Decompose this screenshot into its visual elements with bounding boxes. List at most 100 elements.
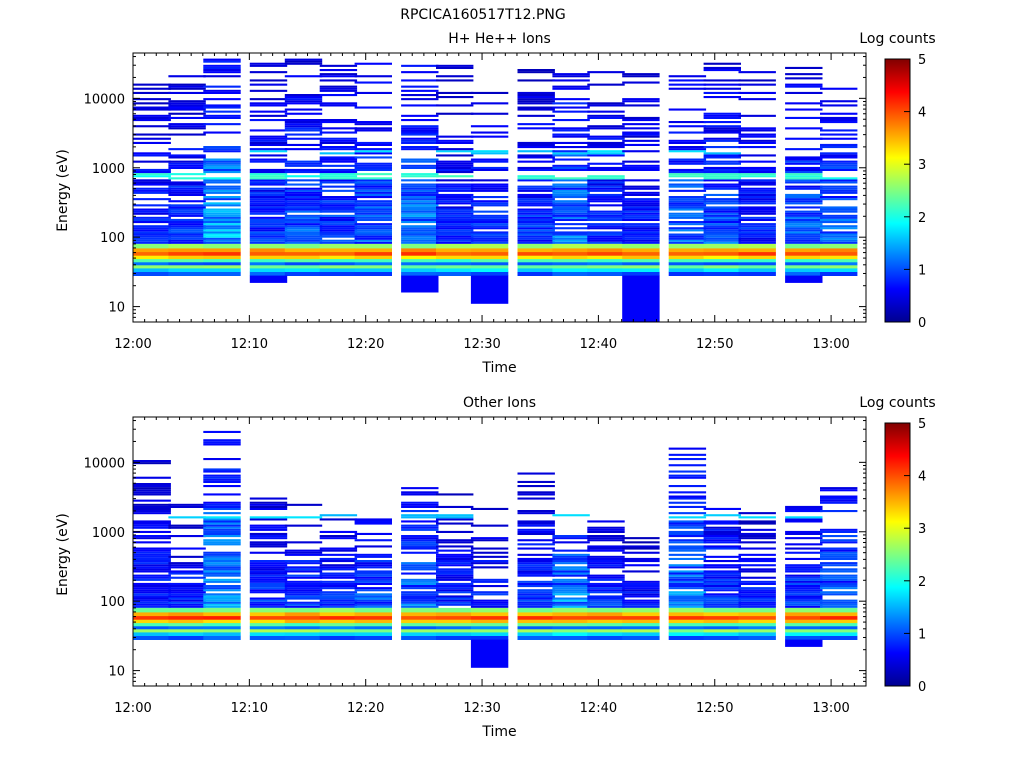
y-tick-label: 100 — [100, 231, 125, 246]
spectrogram-cell — [133, 168, 171, 171]
low-energy-band-cell — [284, 619, 323, 624]
spectrogram-cell — [622, 218, 660, 221]
spectrogram-cell — [203, 543, 241, 546]
low-energy-band-cell — [587, 607, 625, 613]
spectrogram-cell — [249, 241, 288, 244]
spectrogram-cell — [703, 129, 741, 132]
low-energy-band-cell — [249, 622, 288, 627]
low-energy-band-cell — [820, 612, 858, 617]
low-energy-band-cell — [436, 626, 474, 630]
spectrogram-cell — [401, 210, 439, 213]
colorbar-tick-label: 0 — [918, 316, 926, 331]
spectrogram-cell — [168, 599, 206, 602]
spectrogram-cell — [319, 587, 358, 590]
spectrogram-cell — [587, 127, 625, 130]
spectrogram-cell — [168, 116, 206, 119]
low-energy-band-cell — [703, 612, 741, 617]
spectrogram-cell — [354, 81, 392, 84]
low-energy-band-cell — [284, 264, 323, 269]
low-energy-band-cell — [203, 635, 241, 640]
spectrogram-cell — [668, 570, 707, 573]
spectrogram-cell — [354, 227, 392, 230]
low-energy-band-cell — [401, 258, 439, 263]
spectrogram-cell — [133, 189, 171, 192]
spectrogram-cell — [354, 518, 392, 521]
low-energy-band-cell — [820, 251, 858, 256]
spectrogram-cell — [319, 591, 358, 594]
spectrogram-cell — [517, 580, 555, 583]
spectrogram-cell — [401, 79, 439, 82]
spectrogram-cell — [133, 141, 171, 144]
time-bin-12:26 — [436, 64, 474, 276]
spectrogram-cell — [552, 73, 590, 76]
spectrogram-cell — [284, 218, 323, 221]
spectrogram-cell — [401, 501, 439, 504]
spectrogram-cell — [249, 597, 288, 600]
spectrogram-cell — [785, 587, 823, 590]
spectrogram-cell — [354, 127, 392, 130]
spectrogram-cell — [401, 85, 439, 88]
spectrogram-cell — [168, 200, 206, 203]
low-energy-band-cell — [133, 622, 171, 627]
panels: 12:00 12:10 12:20 12:30 12:40 12:50 13:0010100… — [55, 31, 936, 740]
spectrogram-cell — [133, 491, 171, 494]
spectrogram-cell — [284, 551, 323, 554]
spectrogram-cell — [249, 71, 288, 74]
spectrogram-cell — [820, 547, 858, 550]
low-energy-band-cell — [668, 622, 707, 627]
low-energy-band-cell — [587, 271, 625, 276]
time-bin-12:10 — [249, 497, 288, 640]
low-energy-band-cell — [622, 626, 660, 630]
spectrogram-cell — [470, 183, 509, 186]
spectrogram-cell — [587, 168, 625, 171]
spectrogram-cell — [785, 547, 823, 550]
spectrogram-cell — [203, 71, 241, 74]
spectrogram-cell — [668, 173, 707, 176]
spectrogram-cell — [319, 518, 358, 521]
spectrogram-cell — [738, 520, 776, 523]
spectrogram-cell — [133, 218, 171, 221]
spectrogram-cell — [168, 87, 206, 90]
low-energy-band-cell — [785, 258, 823, 263]
spectrogram-cell — [820, 133, 858, 136]
spectrogram-cell — [668, 139, 707, 142]
spectrogram-cell — [587, 574, 625, 577]
spectrogram-cell — [354, 204, 392, 207]
spectrogram-cell — [587, 114, 625, 117]
spectrogram-cell — [249, 574, 288, 577]
spectrogram-cell — [284, 189, 323, 192]
low-energy-band-cell — [738, 635, 776, 640]
low-energy-band-cell — [168, 626, 206, 630]
spectrogram-cell — [668, 75, 707, 78]
spectrogram-cell — [436, 572, 474, 575]
low-energy-band-cell — [401, 626, 439, 630]
spectrogram-cell — [168, 593, 206, 596]
spectrogram-cell — [203, 216, 241, 219]
low-energy-band-cell — [203, 271, 241, 276]
spectrogram-cell — [668, 597, 707, 600]
spectrogram-cell — [203, 221, 241, 224]
spectrogram-cell — [785, 241, 823, 244]
spectrogram-cell — [622, 98, 660, 101]
spectrogram-cell — [203, 131, 241, 134]
spectrogram-cell — [622, 119, 660, 122]
low-energy-band-cell — [470, 622, 509, 627]
spectrogram-cell — [249, 212, 288, 215]
spectrogram-cell — [401, 233, 439, 236]
spectrogram-cell — [203, 501, 241, 504]
low-energy-band-cell — [319, 628, 358, 633]
low-energy-band-cell — [820, 268, 858, 272]
spectrogram-cell — [203, 198, 241, 201]
spectrogram-cell — [820, 119, 858, 122]
spectrogram-cell — [470, 605, 509, 608]
spectrogram-cell — [517, 108, 555, 111]
spectrogram-cell — [401, 587, 439, 590]
spectrogram-cell — [203, 98, 241, 101]
spectrogram-cell — [401, 187, 439, 190]
low-energy-extension-cell — [249, 275, 288, 283]
spectrogram-cell — [401, 493, 439, 496]
spectrogram-cell — [284, 225, 323, 228]
spectrogram-cell — [785, 148, 823, 151]
low-energy-band-cell — [470, 255, 509, 260]
spectrogram-cell — [517, 605, 555, 608]
